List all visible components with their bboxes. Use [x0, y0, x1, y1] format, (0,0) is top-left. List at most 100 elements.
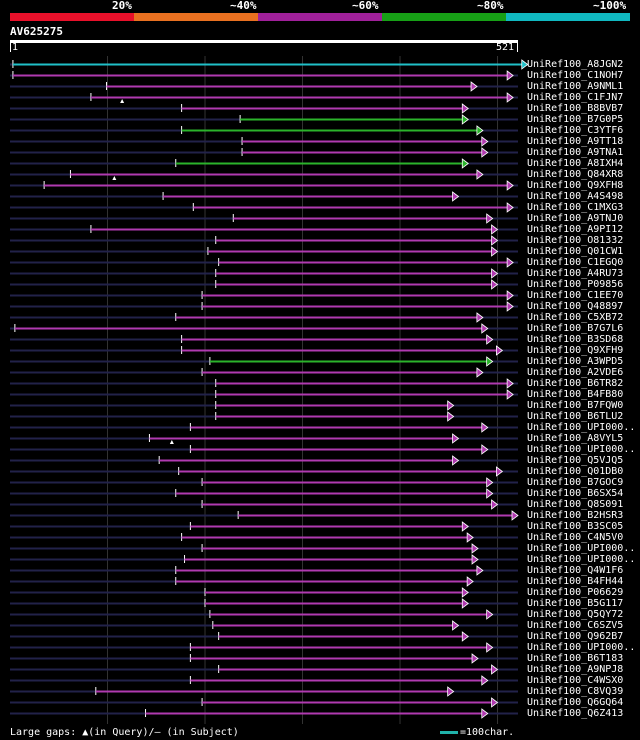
hit-label[interactable]: UniRef100_A8VYL5 [527, 433, 624, 444]
hit-label[interactable]: UniRef100_A9TNA1 [527, 147, 624, 158]
hit-arrowhead [481, 708, 489, 719]
hit-label[interactable]: UniRef100_A9NPJ8 [527, 664, 624, 675]
hit-label[interactable]: UniRef100_Q962B7 [527, 631, 624, 642]
hit-label[interactable]: UniRef100_Q5QY72 [527, 609, 624, 620]
hit-arrowhead [471, 554, 479, 565]
hit-arrowhead [486, 356, 494, 367]
hit-label[interactable]: UniRef100_B4FB80 [527, 389, 624, 400]
hit-label[interactable]: UniRef100_C1EGQ0 [527, 257, 624, 268]
hit-label[interactable]: UniRef100_Q4W1F6 [527, 565, 624, 576]
hit-label[interactable]: UniRef100_Q01DB0 [527, 466, 624, 477]
hit-arrowhead [461, 631, 469, 642]
hit-arrowhead [486, 477, 494, 488]
hit-label[interactable]: UniRef100_C1MXG3 [527, 202, 624, 213]
hit-label[interactable]: UniRef100_C1FJN7 [527, 92, 624, 103]
legend-segment-40 [134, 13, 258, 21]
hit-arrowhead [481, 136, 489, 147]
hit-label[interactable]: UniRef100_A4S498 [527, 191, 624, 202]
hit-arrowhead [491, 664, 499, 675]
hit-label[interactable]: UniRef100_B4FH44 [527, 576, 624, 587]
hit-label[interactable]: UniRef100_C4WSX0 [527, 675, 624, 686]
hit-label[interactable]: UniRef100_B5G117 [527, 598, 624, 609]
hit-label[interactable]: UniRef100_UPI000.. [527, 444, 636, 455]
legend-label-100: ~100% [593, 0, 627, 12]
hit-label[interactable]: UniRef100_A4RU73 [527, 268, 624, 279]
hit-label[interactable]: UniRef100_A9TNJ0 [527, 213, 624, 224]
hit-label[interactable]: UniRef100_UPI000.. [527, 543, 636, 554]
hit-label[interactable]: UniRef100_Q6GQ64 [527, 697, 624, 708]
hit-label[interactable]: UniRef100_A3WPD5 [527, 356, 624, 367]
hit-label[interactable]: UniRef100_C5XB72 [527, 312, 624, 323]
hit-arrowhead [461, 521, 469, 532]
hit-label[interactable]: UniRef100_B7G0P5 [527, 114, 624, 125]
hit-label[interactable]: UniRef100_Q8S091 [527, 499, 624, 510]
hit-label[interactable]: UniRef100_B6TR82 [527, 378, 624, 389]
hit-arrowhead [521, 59, 529, 70]
hit-label[interactable]: UniRef100_A8JGN2 [527, 59, 624, 70]
hit-arrowhead [486, 488, 494, 499]
hit-label[interactable]: UniRef100_P09856 [527, 279, 624, 290]
hit-arrowhead [486, 642, 494, 653]
hit-label[interactable]: UniRef100_UPI000.. [527, 554, 636, 565]
hit-arrowhead [471, 653, 479, 664]
hit-label[interactable]: UniRef100_B6SX54 [527, 488, 624, 499]
hit-label[interactable]: UniRef100_B6TLU2 [527, 411, 624, 422]
hit-label[interactable]: UniRef100_B7GOC9 [527, 477, 624, 488]
query-end-tick [517, 43, 518, 52]
hit-arrowhead [506, 180, 514, 191]
hit-label[interactable]: UniRef100_B7G7L6 [527, 323, 624, 334]
legend-segment-100 [506, 13, 630, 21]
hit-label[interactable]: UniRef100_A9TT18 [527, 136, 624, 147]
hit-label[interactable]: UniRef100_Q6Z413 [527, 708, 624, 719]
hit-label[interactable]: UniRef100_UPI000.. [527, 642, 636, 653]
hit-label[interactable]: UniRef100_O81332 [527, 235, 624, 246]
hit-arrowhead [447, 400, 455, 411]
query-gap-marker [112, 176, 117, 180]
hit-arrowhead [481, 422, 489, 433]
hit-arrowhead [461, 103, 469, 114]
legend-segment-80 [382, 13, 506, 21]
hit-label[interactable]: UniRef100_B3SD68 [527, 334, 624, 345]
hit-arrowhead [470, 81, 478, 92]
hit-label[interactable]: UniRef100_A9PI12 [527, 224, 624, 235]
hit-label[interactable]: UniRef100_B8BVB7 [527, 103, 624, 114]
hit-arrowhead [491, 224, 499, 235]
hit-label[interactable]: UniRef100_Q5VJQ5 [527, 455, 624, 466]
hit-arrowhead [476, 125, 484, 136]
hit-arrowhead [481, 323, 489, 334]
hit-label[interactable]: UniRef100_B6T183 [527, 653, 624, 664]
hit-label[interactable]: UniRef100_Q01CW1 [527, 246, 624, 257]
hit-label[interactable]: UniRef100_B7FQW0 [527, 400, 624, 411]
hit-arrowhead [447, 686, 455, 697]
hit-label[interactable]: UniRef100_Q48897 [527, 301, 624, 312]
hit-arrowhead [486, 609, 494, 620]
hit-label[interactable]: UniRef100_A9NML1 [527, 81, 624, 92]
hit-label[interactable]: UniRef100_B3SC05 [527, 521, 624, 532]
hit-label[interactable]: UniRef100_C1NOH7 [527, 70, 624, 81]
hit-label[interactable]: UniRef100_Q9XFH8 [527, 180, 624, 191]
hit-label[interactable]: UniRef100_P06629 [527, 587, 624, 598]
hit-arrowhead [481, 147, 489, 158]
hit-label[interactable]: UniRef100_UPI000.. [527, 422, 636, 433]
hit-arrowhead [461, 587, 469, 598]
hit-arrowhead [452, 191, 460, 202]
scale-swatch [440, 730, 458, 734]
hit-label[interactable]: UniRef100_C6SZV5 [527, 620, 624, 631]
hit-arrowhead [495, 466, 504, 477]
hit-label[interactable]: UniRef100_C3YTF6 [527, 125, 624, 136]
hit-arrowhead [506, 257, 514, 268]
hit-arrowhead [476, 169, 484, 180]
hit-arrowhead [461, 114, 469, 125]
hit-label[interactable]: UniRef100_C4N5V0 [527, 532, 624, 543]
hit-label[interactable]: UniRef100_C1EE70 [527, 290, 624, 301]
hit-arrowhead [476, 312, 484, 323]
hit-label[interactable]: UniRef100_B2HSR3 [527, 510, 624, 521]
hit-label[interactable]: UniRef100_A8IXH4 [527, 158, 624, 169]
hit-label[interactable]: UniRef100_Q9XFH9 [527, 345, 624, 356]
hit-label[interactable]: UniRef100_C8VQ39 [527, 686, 624, 697]
hit-arrowhead [495, 345, 504, 356]
legend-label-80: ~80% [477, 0, 504, 12]
hit-label[interactable]: UniRef100_A2VDE6 [527, 367, 624, 378]
hit-arrowhead [452, 620, 460, 631]
hit-label[interactable]: UniRef100_Q84XR8 [527, 169, 624, 180]
